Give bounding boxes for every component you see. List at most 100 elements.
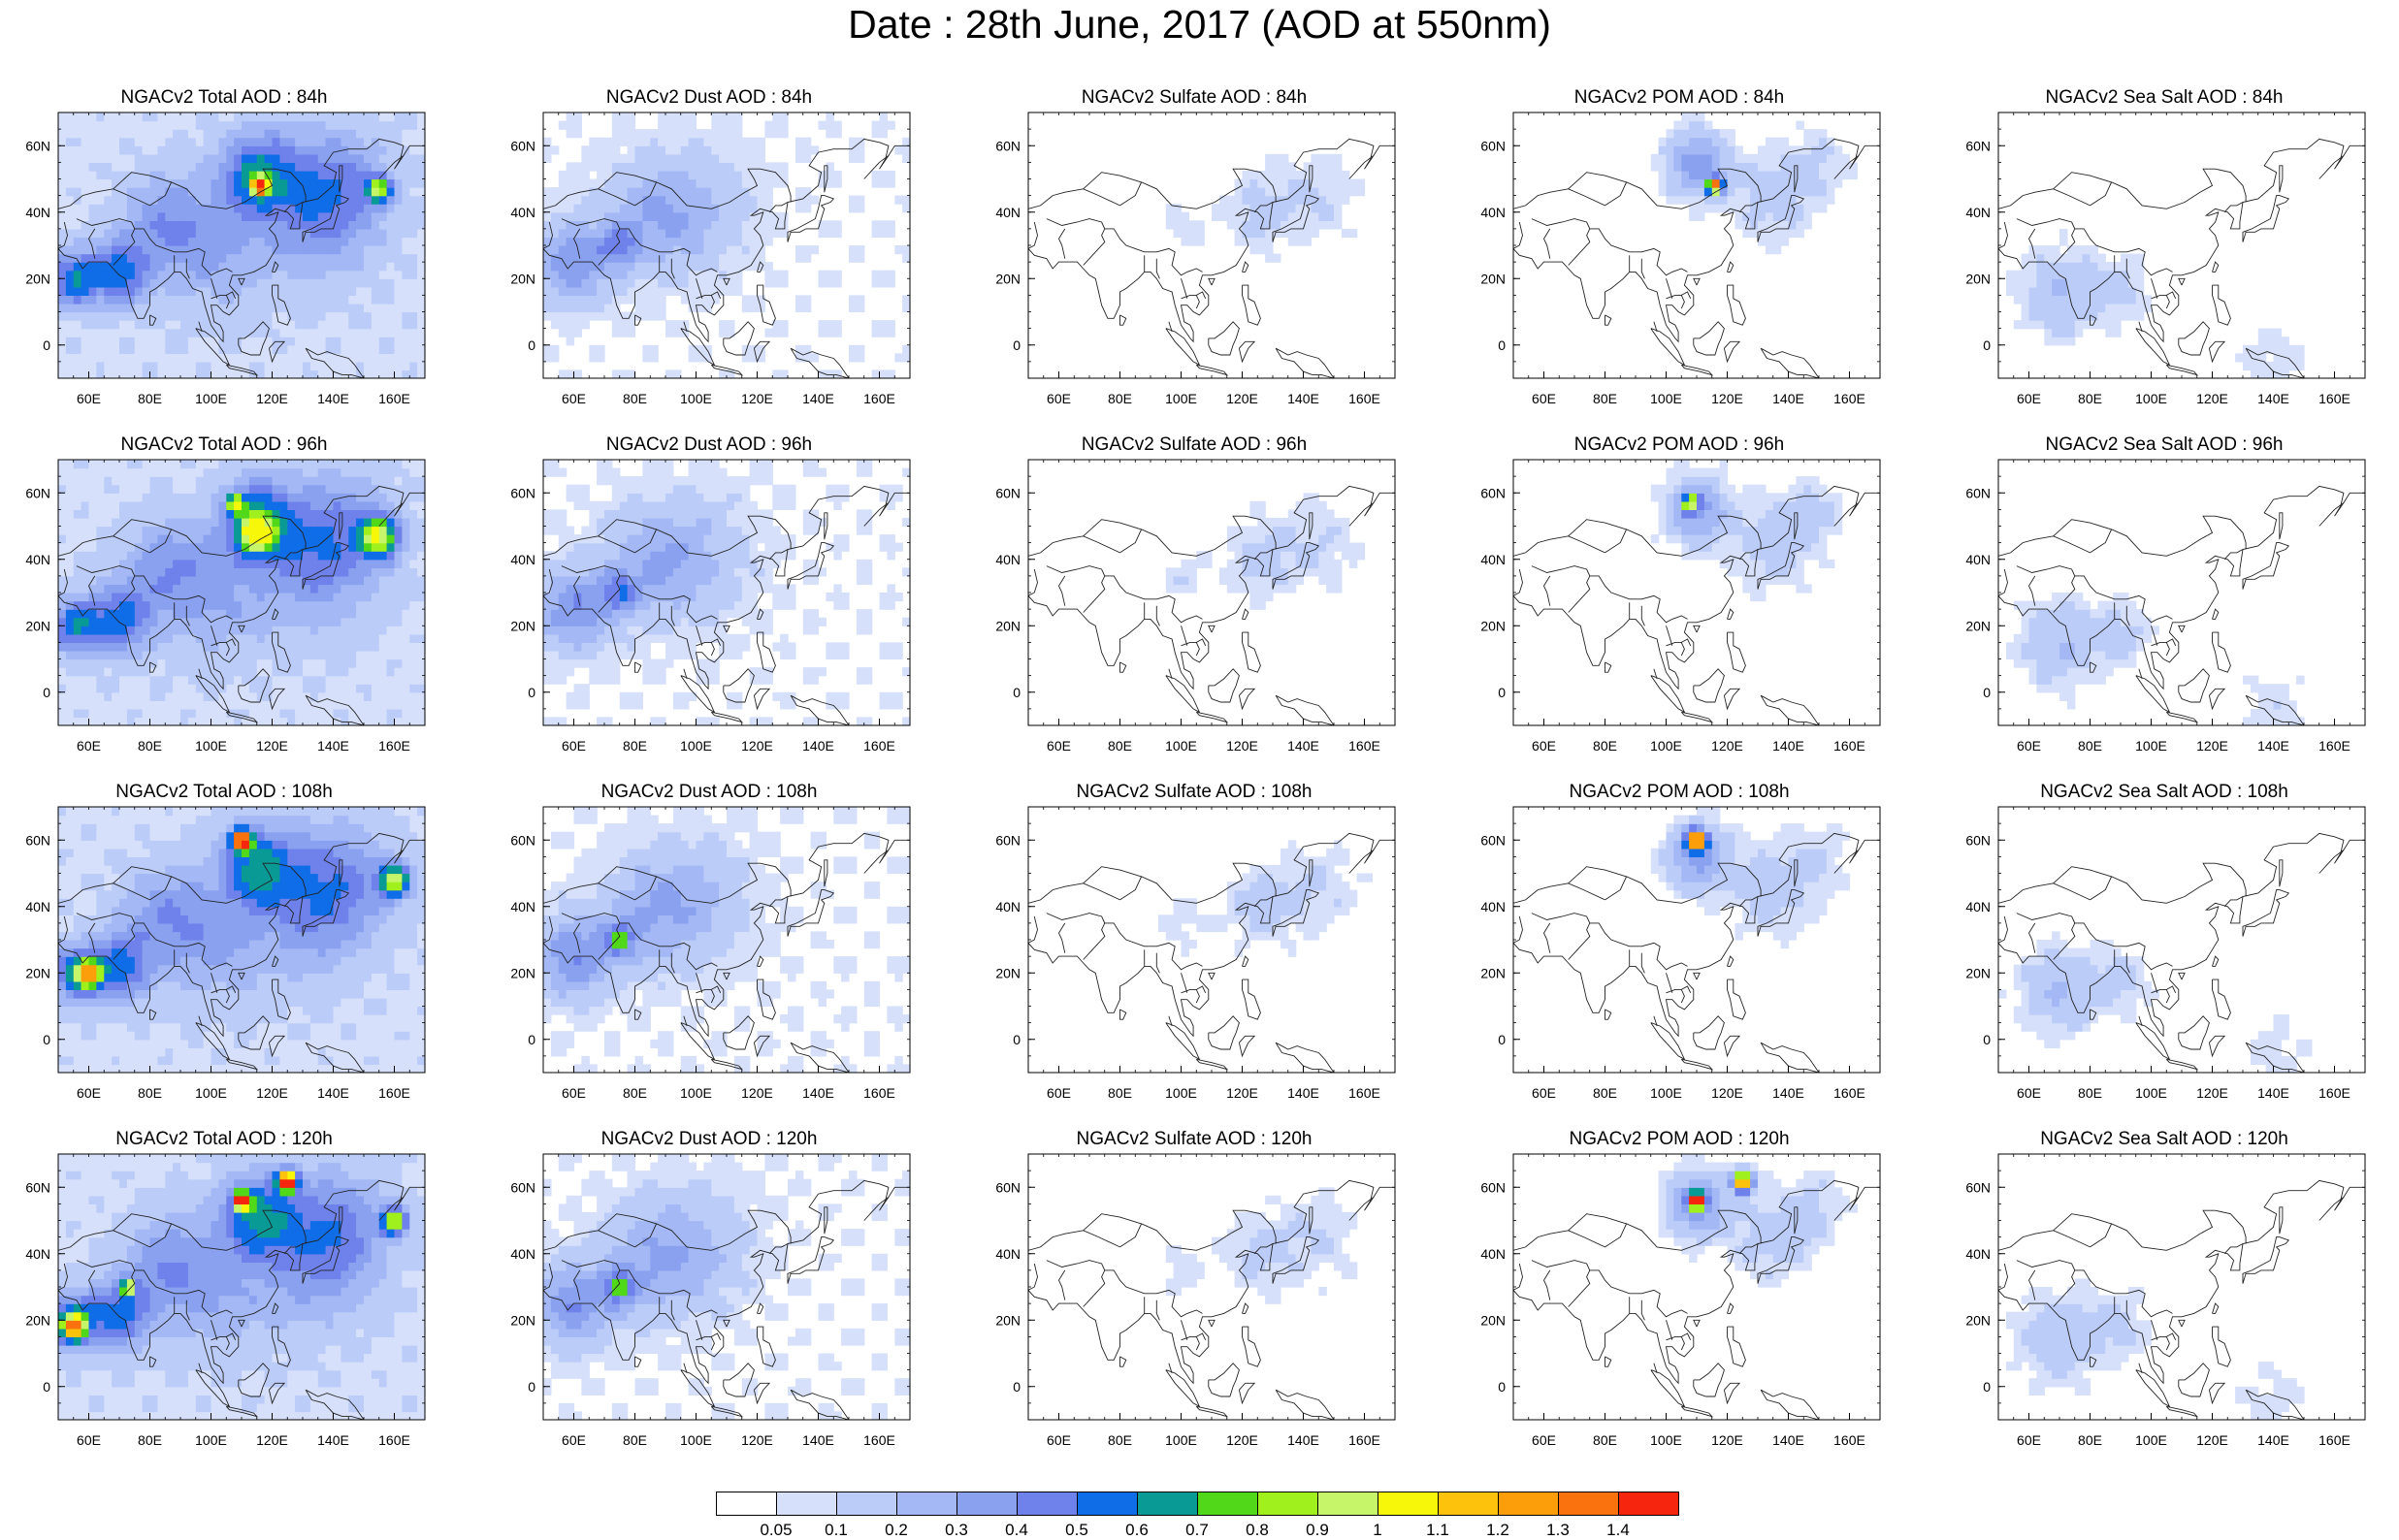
x-tick-label: 160E: [1348, 391, 1380, 406]
coastlines: [1998, 1179, 2365, 1420]
x-tick-label: 80E: [623, 1432, 647, 1448]
x-tick-label: 100E: [195, 1085, 227, 1101]
map-panel-pom-120h: NGACv2 POM AOD : 120h 60E 80E 100E 120E 140E 1…: [1475, 1129, 1884, 1463]
aod-map: 60E 80E 100E 120E 140E 160E 60N 40N 20N 0: [1480, 1153, 1881, 1448]
y-tick-label: 60N: [25, 485, 50, 500]
x-tick-label: 60E: [2017, 1432, 2041, 1448]
y-tick-label: 0: [1498, 337, 1506, 353]
colorbar-label: 0.6: [1125, 1521, 1149, 1539]
map-panel-sulfate-108h: NGACv2 Sulfate AOD : 108h 60E 80E 100E 120E 1…: [989, 782, 1399, 1116]
y-tick-label: 60N: [995, 1179, 1021, 1195]
y-tick-label: 0: [43, 685, 50, 700]
y-tick-label: 20N: [995, 618, 1021, 633]
y-tick-label: 0: [528, 1379, 535, 1395]
x-tick-label: 120E: [1711, 1432, 1743, 1448]
colorbar-label: 0.3: [945, 1521, 968, 1539]
aod-field: [2005, 1278, 2305, 1420]
colorbar-swatch: [1137, 1492, 1198, 1516]
aod-field: [1165, 153, 1366, 263]
x-tick-label: 140E: [1772, 391, 1804, 406]
x-tick-label: 60E: [1047, 391, 1071, 406]
y-tick-label: 40N: [1965, 552, 1991, 567]
x-tick-label: 60E: [1047, 1085, 1071, 1101]
y-tick-label: 40N: [1480, 899, 1506, 914]
x-tick-label: 120E: [741, 1432, 773, 1448]
x-tick-label: 60E: [1532, 1085, 1556, 1101]
y-tick-label: 20N: [1965, 271, 1991, 286]
colorbar-label: 1.3: [1546, 1521, 1570, 1539]
x-tick-label: 160E: [1348, 1085, 1380, 1101]
x-tick-label: 100E: [680, 391, 712, 406]
colorbar-swatch: [896, 1492, 957, 1516]
x-tick-label: 140E: [802, 391, 834, 406]
y-tick-label: 40N: [1965, 1246, 1991, 1262]
y-tick-label: 60N: [510, 485, 535, 500]
y-tick-label: 40N: [25, 205, 50, 220]
x-tick-label: 120E: [1226, 391, 1258, 406]
x-tick-label: 100E: [2135, 391, 2167, 406]
x-tick-label: 120E: [2196, 391, 2228, 406]
coastlines: [543, 1179, 910, 1420]
x-tick-label: 140E: [317, 1432, 349, 1448]
panel-title: NGACv2 Total AOD : 108h: [115, 782, 333, 802]
x-tick-label: 60E: [1532, 1432, 1556, 1448]
coastlines: [1513, 832, 1880, 1073]
x-tick-label: 60E: [562, 391, 586, 406]
colorbar-label: 0.5: [1065, 1521, 1088, 1539]
x-tick-label: 80E: [623, 1085, 647, 1101]
coastlines: [1998, 485, 2365, 725]
aod-map: 60E 80E 100E 120E 140E 160E 60N 40N 20N 0: [995, 1153, 1396, 1448]
x-tick-label: 120E: [2196, 1432, 2228, 1448]
x-tick-label: 120E: [256, 391, 288, 406]
coastlines: [58, 1179, 425, 1420]
y-tick-label: 60N: [1480, 485, 1506, 500]
x-tick-label: 140E: [1287, 1085, 1319, 1101]
colorbar-swatch: [1498, 1492, 1559, 1516]
x-tick-label: 140E: [1287, 738, 1319, 754]
colorbar-swatch: [1558, 1492, 1619, 1516]
y-tick-label: 0: [1498, 685, 1506, 700]
y-tick-label: 0: [1498, 1379, 1506, 1395]
x-tick-label: 140E: [802, 738, 834, 754]
x-tick-label: 160E: [2318, 738, 2350, 754]
x-tick-label: 100E: [2135, 1085, 2167, 1101]
aod-field: [58, 807, 425, 1073]
aod-field: [58, 1154, 425, 1420]
map-panel-dust-120h: NGACv2 Dust AOD : 120h 60E 80E 100E 120E 140E…: [504, 1129, 914, 1463]
x-tick-label: 160E: [378, 391, 410, 406]
y-tick-label: 20N: [1965, 618, 1991, 633]
x-tick-label: 100E: [1650, 1432, 1682, 1448]
aod-map: 60E 80E 100E 120E 140E 160E 60N 40N 20N 0: [995, 112, 1396, 406]
coastlines: [58, 832, 425, 1073]
y-tick-label: 0: [43, 1032, 50, 1047]
x-tick-label: 80E: [2078, 1432, 2102, 1448]
coastlines: [1998, 832, 2365, 1073]
y-tick-label: 0: [1013, 337, 1021, 353]
coastlines: [1028, 138, 1395, 378]
y-tick-label: 20N: [995, 965, 1021, 980]
x-tick-label: 120E: [256, 1085, 288, 1101]
x-tick-label: 140E: [1772, 738, 1804, 754]
x-tick-label: 100E: [1165, 391, 1197, 406]
panel-title: NGACv2 POM AOD : 108h: [1569, 782, 1790, 802]
aod-map: 60E 80E 100E 120E 140E 160E 60N 40N 20N 0: [25, 806, 426, 1101]
aod-map: 60E 80E 100E 120E 140E 160E 60N 40N 20N 0: [510, 459, 911, 754]
x-tick-label: 100E: [195, 1432, 227, 1448]
map-panel-pom-108h: NGACv2 POM AOD : 108h 60E 80E 100E 120E 140E 1…: [1475, 782, 1884, 1116]
aod-map: 60E 80E 100E 120E 140E 160E 60N 40N 20N 0: [1965, 806, 2366, 1101]
map-panel-total-84h: NGACv2 Total AOD : 84h 60E 80E 100E 120E 140E…: [19, 87, 429, 422]
x-tick-label: 60E: [77, 738, 101, 754]
aod-map: 60E 80E 100E 120E 140E 160E 60N 40N 20N 0: [510, 1153, 911, 1448]
y-tick-label: 40N: [1965, 205, 1991, 220]
colorbar-swatch: [1257, 1492, 1318, 1516]
coastlines: [1513, 1179, 1880, 1420]
colorbar-swatch: [956, 1492, 1018, 1516]
y-tick-label: 40N: [510, 552, 535, 567]
colorbar: 0.05 0.1 0.2 0.3 0.4 0.5 0.6 0.7 0.8 0.9 1 1.1 1.2 1.…: [716, 1492, 1682, 1540]
panel-title: NGACv2 Sea Salt AOD : 120h: [2040, 1129, 2288, 1149]
panel-title: NGACv2 Total AOD : 96h: [120, 434, 328, 455]
map-panel-seasalt-108h: NGACv2 Sea Salt AOD : 108h 60E 80E 100E 120E…: [1960, 782, 2369, 1116]
x-tick-label: 120E: [741, 1085, 773, 1101]
x-tick-label: 80E: [138, 1085, 162, 1101]
y-tick-label: 60N: [25, 138, 50, 153]
